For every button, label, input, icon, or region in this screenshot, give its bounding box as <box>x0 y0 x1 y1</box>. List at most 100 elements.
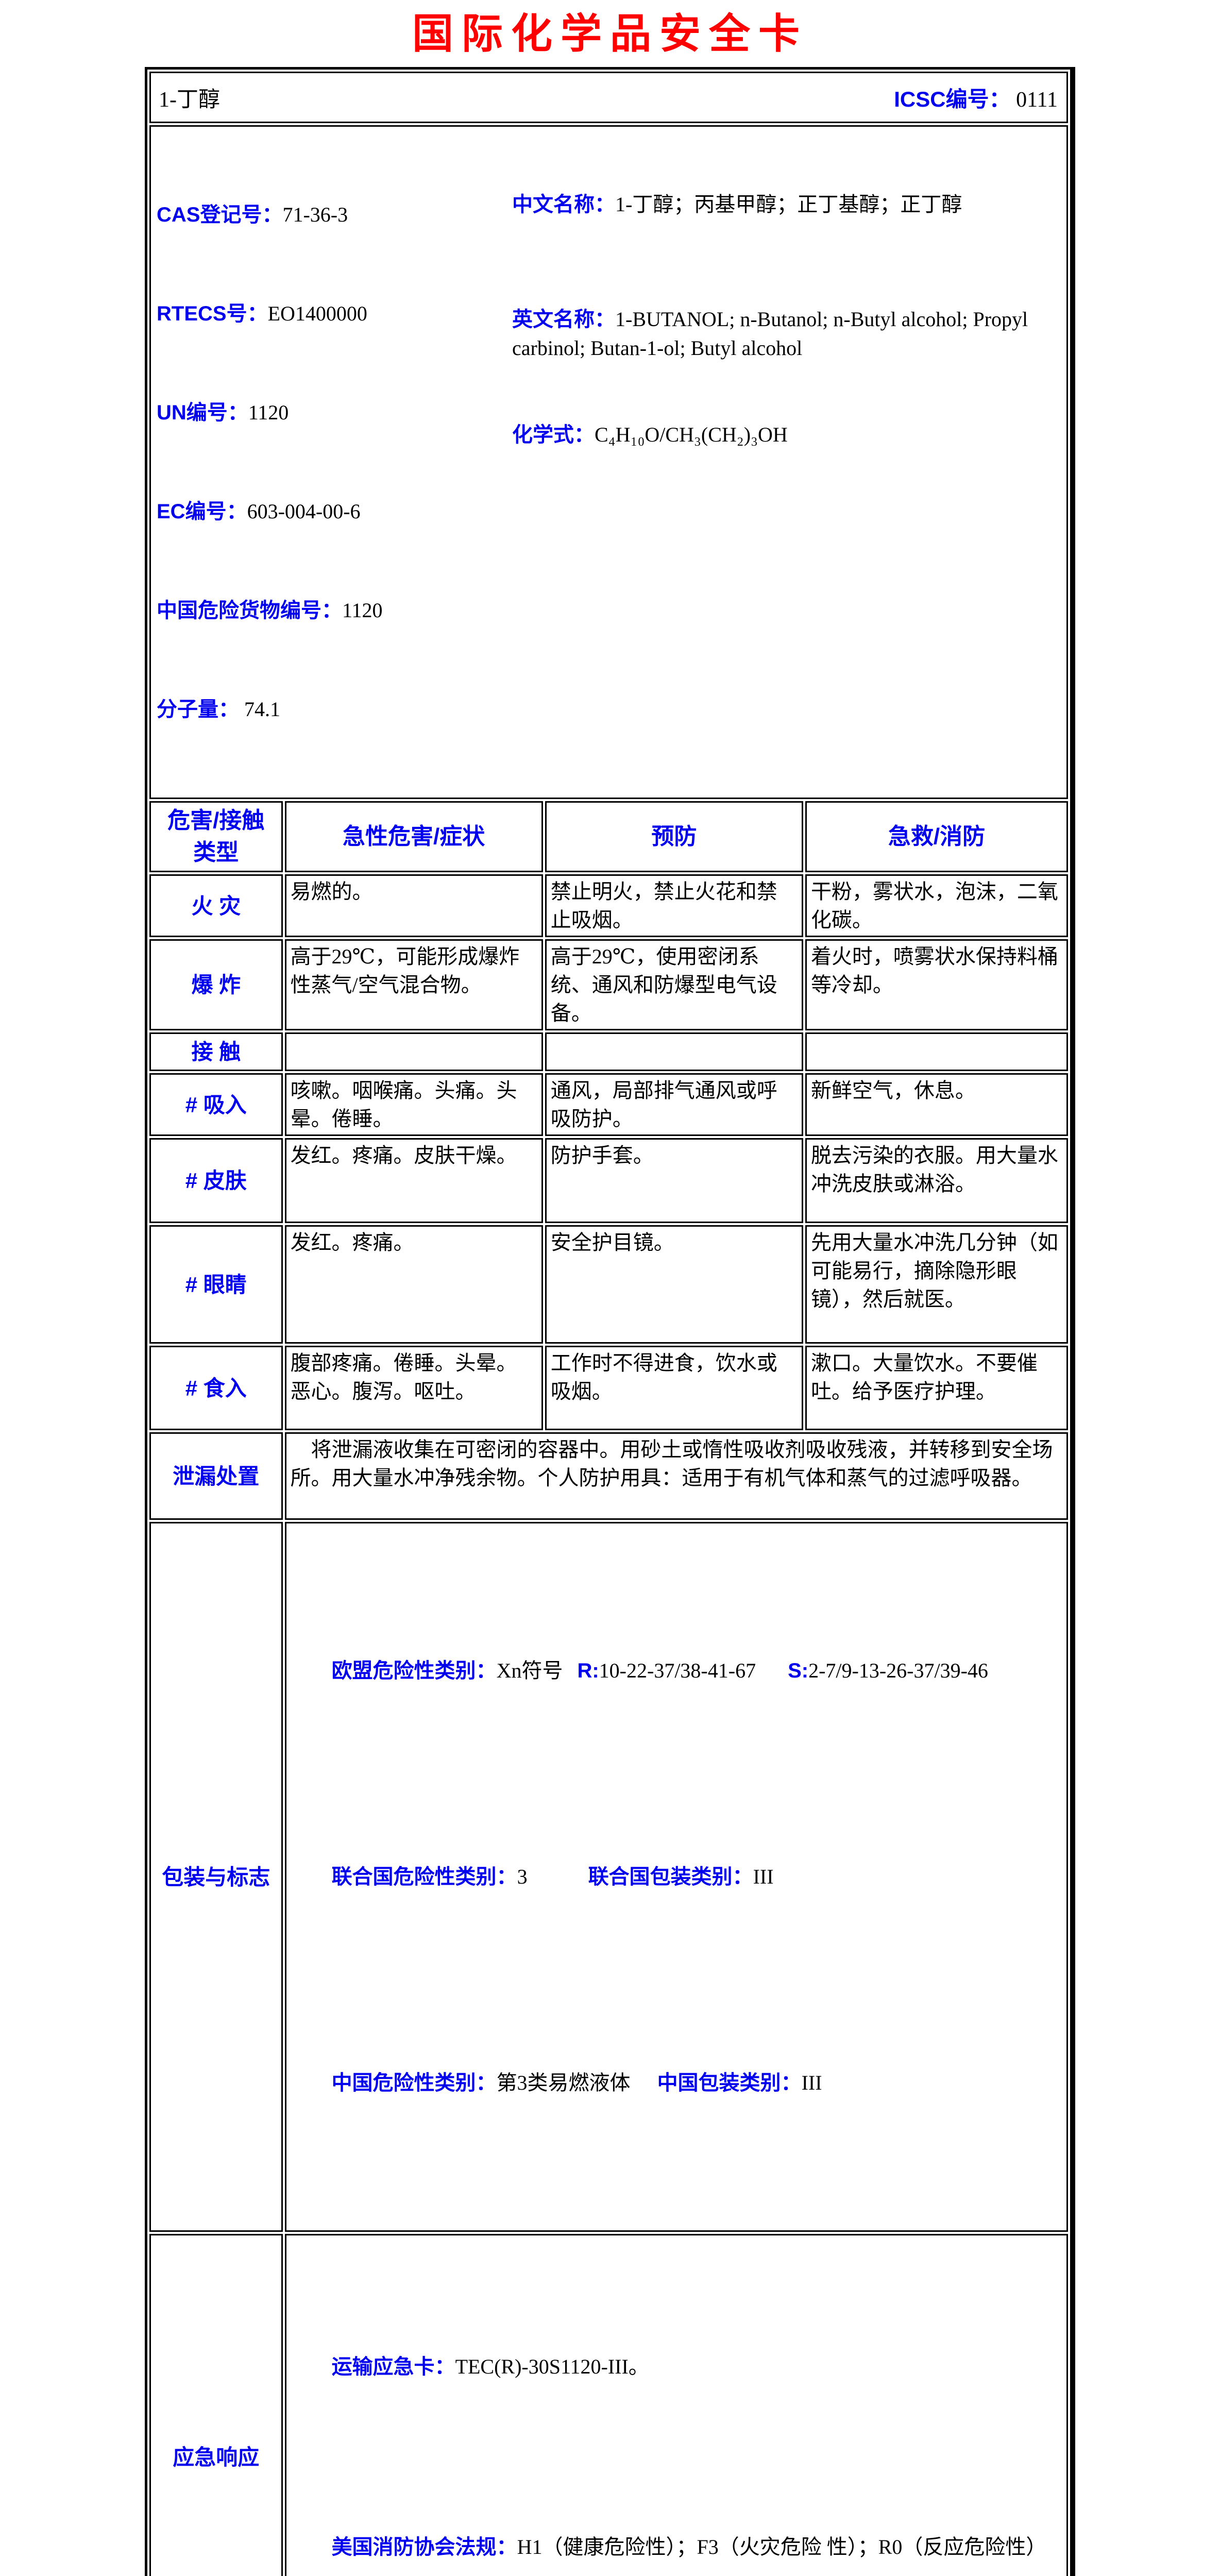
ingestion-aid: 漱口。大量饮水。不要催吐。给予医疗护理。 <box>805 1346 1068 1430</box>
un-class-value: 3 <box>517 1865 528 1888</box>
substance-header: 1-丁醇 ICSC编号： 0111 <box>151 74 1066 121</box>
icsc-number-label: ICSC编号： <box>894 87 1011 111</box>
ingestion-prevention: 工作时不得进食，饮水或吸烟。 <box>545 1346 803 1430</box>
packaging-un-line: 联合国危险性类别：3 联合国包装类别：III <box>291 1815 1062 1939</box>
identifier-value: 1120 <box>342 599 383 622</box>
identifier-ec: EC编号：603-004-00-6 <box>157 495 512 528</box>
chemical-formula-label: 化学式： <box>512 423 595 446</box>
identifier-label: CAS登记号： <box>157 204 283 226</box>
hazard-row-skin: # 皮肤 发红。疼痛。皮肤干燥。 防护手套。 脱去污染的衣服。用大量水冲洗皮肤或… <box>149 1138 1068 1223</box>
inhalation-aid: 新鲜空气，休息。 <box>805 1073 1068 1136</box>
identifier-un: UN编号：1120 <box>157 396 512 429</box>
identifier-value: 1120 <box>248 401 289 424</box>
fire-symptoms: 易燃的。 <box>284 874 543 937</box>
row-label-explosion: 爆 炸 <box>149 939 283 1030</box>
emergency-nfpa-line: 美国消防协会法规：H1（健康危险性）；F3（火灾危险 性）；R0（反应危险性） <box>291 2493 1062 2576</box>
fire-aid: 干粉，雾状水，泡沫，二氧化碳。 <box>805 874 1068 937</box>
header-prevention: 预防 <box>545 801 803 872</box>
identifier-label: RTECS号： <box>157 302 268 325</box>
packaging-eu-line: 欧盟危险性类别：Xn符号 R:10-22-37/38-41-67 S:2-7/9-1… <box>291 1609 1062 1733</box>
eyes-prevention: 安全护目镜。 <box>545 1225 803 1344</box>
inhalation-symptoms: 咳嗽。咽喉痛。头痛。头晕。倦睡。 <box>284 1073 543 1136</box>
identifier-value: 603-004-00-6 <box>247 500 361 523</box>
substance-name: 1-丁醇 <box>159 88 220 112</box>
row-label-exposure: 接 触 <box>149 1032 283 1071</box>
english-names: 英文名称：1-BUTANOL; n-Butanol; n-Butyl alcoh… <box>512 305 1062 363</box>
identifier-label: 中国危险货物编号： <box>157 599 342 622</box>
identifier-value: 71-36-3 <box>282 203 348 226</box>
chinese-names: 中文名称：1-丁醇；丙基甲醇；正丁基醇；正丁醇 <box>512 190 1062 219</box>
emergency-tec-line: 运输应急卡：TEC(R)-30S1120-III。 <box>291 2313 1062 2421</box>
ingestion-symptoms: 腹部疼痛。倦睡。头晕。恶心。腹泻。呕吐。 <box>284 1346 543 1430</box>
nfpa-value: H1（健康危险性）；F3（火灾危险 性）；R0（反应危险性） <box>517 2535 1047 2558</box>
english-names-value: 1-BUTANOL; n-Butanol; n-Butyl alcohol; P… <box>512 308 1033 360</box>
un-pack-label: 联合国包装类别： <box>588 1866 753 1888</box>
identifier-value: 74.1 <box>239 698 280 721</box>
eyes-symptoms: 发红。疼痛。 <box>284 1225 543 1344</box>
safety-card-table: 1-丁醇 ICSC编号： 0111 CAS登记号：71-36-3 RTECS号：… <box>145 67 1075 2576</box>
identifier-list: CAS登记号：71-36-3 RTECS号：EO1400000 UN编号：112… <box>151 127 512 797</box>
explosion-prevention: 高于29℃，使用密闭系统、通风和防爆型电气设备。 <box>545 939 803 1030</box>
packaging-cn-line: 中国危险性类别：第3类易燃液体 中国包装类别：III <box>291 2021 1062 2145</box>
s-phrases-value: 2-7/9-13-26-37/39-46 <box>808 1659 988 1682</box>
icsc-number: ICSC编号： 0111 <box>894 82 1058 113</box>
spill-text: 将泄漏液收集在可密闭的容器中。用砂土或惰性吸收剂吸收残液，并转移到安全场所。用大… <box>284 1432 1068 1520</box>
chinese-names-label: 中文名称： <box>512 193 615 216</box>
spill-row: 泄漏处置 将泄漏液收集在可密闭的容器中。用砂土或惰性吸收剂吸收残液，并转移到安全… <box>149 1432 1068 1520</box>
cn-pack-value: III <box>801 2071 822 2094</box>
header-symptoms: 急性危害/症状 <box>284 801 543 872</box>
un-pack-value: III <box>753 1865 774 1888</box>
identification-section: CAS登记号：71-36-3 RTECS号：EO1400000 UN编号：112… <box>151 127 1066 797</box>
row-label-skin: # 皮肤 <box>149 1138 283 1223</box>
substance-header-row: 1-丁醇 ICSC编号： 0111 <box>149 72 1068 123</box>
inhalation-prevention: 通风，局部排气通风或呼吸防护。 <box>545 1073 803 1136</box>
fire-prevention: 禁止明火，禁止火花和禁止吸烟。 <box>545 874 803 937</box>
skin-prevention: 防护手套。 <box>545 1138 803 1223</box>
eu-class-label: 欧盟危险性类别： <box>331 1659 497 1682</box>
chinese-names-value: 1-丁醇；丙基甲醇；正丁基醇；正丁醇 <box>615 193 962 216</box>
identifier-cas: CAS登记号：71-36-3 <box>157 198 512 231</box>
header-hazard-type: 危害/接触 类型 <box>149 801 283 872</box>
identifier-value: EO1400000 <box>267 302 367 325</box>
un-class-label: 联合国危险性类别： <box>331 1866 517 1888</box>
identifier-cn-dangerous-goods: 中国危险货物编号：1120 <box>157 594 512 627</box>
exposure-aid <box>805 1032 1068 1071</box>
r-phrases-label: R: <box>577 1659 599 1682</box>
row-label-packaging: 包装与标志 <box>149 1522 283 2232</box>
identifier-molecular-weight: 分子量： 74.1 <box>157 693 512 726</box>
row-label-fire: 火 灾 <box>149 874 283 937</box>
hazard-row-ingestion: # 食入 腹部疼痛。倦睡。头晕。恶心。腹泻。呕吐。 工作时不得进食，饮水或吸烟。… <box>149 1346 1068 1430</box>
eyes-aid: 先用大量水冲洗几分钟（如可能易行，摘除隐形眼镜），然后就医。 <box>805 1225 1068 1344</box>
hazard-row-inhalation: # 吸入 咳嗽。咽喉痛。头痛。头晕。倦睡。 通风，局部排气通风或呼吸防护。 新鲜… <box>149 1073 1068 1136</box>
exposure-symptoms <box>284 1032 543 1071</box>
hazard-row-eyes: # 眼睛 发红。疼痛。 安全护目镜。 先用大量水冲洗几分钟（如可能易行，摘除隐形… <box>149 1225 1068 1344</box>
chemical-formula-value: C₄H₁₀O/CH₃(CH₂)₃OH <box>595 423 788 446</box>
emergency-content: 运输应急卡：TEC(R)-30S1120-III。 美国消防协会法规：H1（健康… <box>284 2234 1068 2576</box>
icsc-number-value: 0111 <box>1016 88 1058 112</box>
r-phrases-value: 10-22-37/38-41-67 <box>599 1659 756 1682</box>
emergency-row: 应急响应 运输应急卡：TEC(R)-30S1120-III。 美国消防协会法规：… <box>149 2234 1068 2576</box>
exposure-prevention <box>545 1032 803 1071</box>
row-label-ingestion: # 食入 <box>149 1346 283 1430</box>
row-label-inhalation: # 吸入 <box>149 1073 283 1136</box>
explosion-symptoms: 高于29℃，可能形成爆炸性蒸气/空气混合物。 <box>284 939 543 1030</box>
hazard-row-fire: 火 灾 易燃的。 禁止明火，禁止火花和禁止吸烟。 干粉，雾状水，泡沫，二氧化碳。 <box>149 874 1068 937</box>
identifier-label: EC编号： <box>157 500 247 523</box>
cn-pack-label: 中国包装类别： <box>657 2072 802 2094</box>
packaging-row: 包装与标志 欧盟危险性类别：Xn符号 R:10-22-37/38-41-67 S:2… <box>149 1522 1068 2232</box>
row-label-emergency: 应急响应 <box>149 2234 283 2576</box>
explosion-aid: 着火时，喷雾状水保持料桶等冷却。 <box>805 939 1068 1030</box>
eu-class-value: Xn符号 <box>496 1659 563 1682</box>
skin-aid: 脱去污染的衣服。用大量水冲洗皮肤或淋浴。 <box>805 1138 1068 1223</box>
identifier-rtecs: RTECS号：EO1400000 <box>157 297 512 330</box>
header-first-aid: 急救/消防 <box>805 801 1068 872</box>
hazard-row-exposure: 接 触 <box>149 1032 1068 1071</box>
tec-card-label: 运输应急卡： <box>331 2355 455 2378</box>
cn-class-value: 第3类易燃液体 <box>496 2071 631 2094</box>
hazard-header-row: 危害/接触 类型 急性危害/症状 预防 急救/消防 <box>149 801 1068 872</box>
row-label-spill: 泄漏处置 <box>149 1432 283 1520</box>
packaging-content: 欧盟危险性类别：Xn符号 R:10-22-37/38-41-67 S:2-7/9-1… <box>284 1522 1068 2232</box>
page-title: 国际化学品安全卡 <box>412 11 808 57</box>
tec-card-value: TEC(R)-30S1120-III。 <box>455 2355 649 2378</box>
identifier-label: 分子量： <box>157 698 239 721</box>
